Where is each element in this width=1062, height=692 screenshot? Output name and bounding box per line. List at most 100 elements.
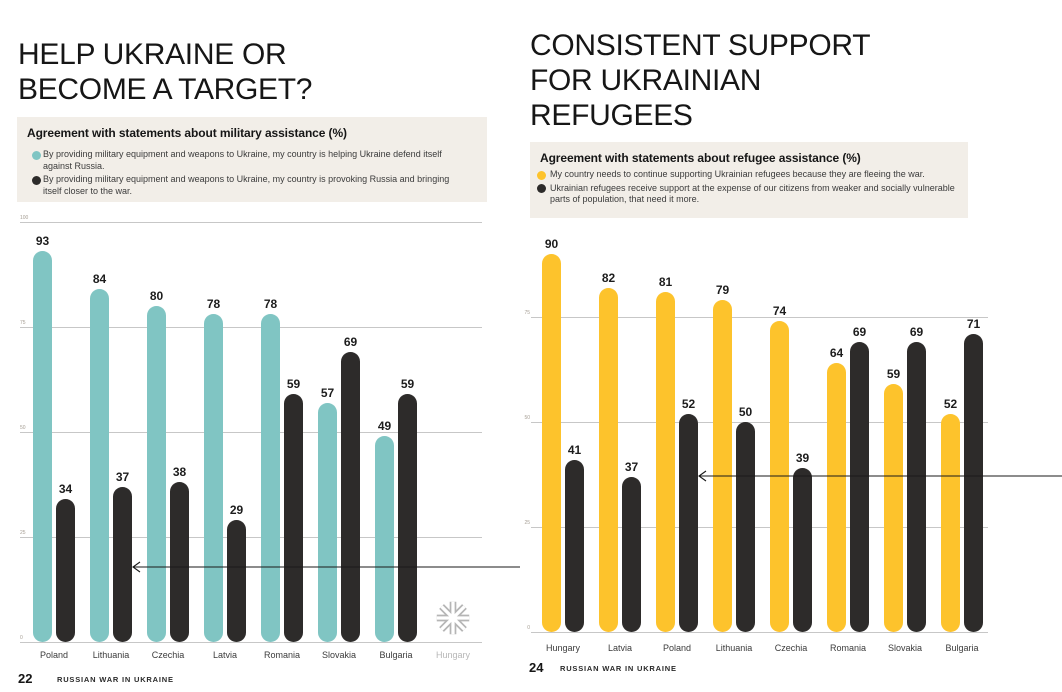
bar xyxy=(850,342,869,632)
bar xyxy=(907,342,926,632)
bar xyxy=(736,422,755,632)
bar-value-label: 59 xyxy=(886,367,901,382)
bar xyxy=(656,291,675,632)
bar xyxy=(827,363,846,632)
category-label: Lithuania xyxy=(92,650,130,660)
category-label: Czechia xyxy=(151,650,185,660)
bar xyxy=(90,289,109,642)
bar xyxy=(261,314,280,642)
category-label: Slovakia xyxy=(887,643,923,653)
bar xyxy=(565,459,584,632)
bar-value-label: 52 xyxy=(943,396,958,411)
page-title-line: CONSISTENT SUPPORT xyxy=(530,29,871,63)
bar xyxy=(542,254,561,632)
y-tick-label: 50 xyxy=(524,415,530,421)
bar-value-label: 49 xyxy=(377,419,392,434)
category-label: Slovakia xyxy=(321,650,357,660)
legend-item-text: parts of population, that need it more. xyxy=(550,194,700,204)
bar-value-label: 38 xyxy=(172,465,187,480)
bar-value-label: 80 xyxy=(149,289,164,303)
y-tick-label: 0 xyxy=(527,625,530,631)
gridline xyxy=(531,632,988,633)
bar-value-label: 78 xyxy=(263,297,278,312)
gridline xyxy=(20,222,482,223)
legend-item: By providing military equipment and weap… xyxy=(17,174,481,197)
bar-value-label: 74 xyxy=(772,304,787,319)
footer-report-title: RUSSIAN WAR IN UKRAINE xyxy=(560,664,677,673)
y-tick-label: 25 xyxy=(20,530,26,536)
bar xyxy=(375,436,394,642)
y-tick-label: 75 xyxy=(524,310,530,316)
gridline xyxy=(20,432,482,433)
bar-value-label: 59 xyxy=(286,377,301,392)
category-label: Poland xyxy=(39,650,69,660)
chart-legend-items: My country needs to continue supporting … xyxy=(530,169,962,208)
bar-value-label: 50 xyxy=(738,405,753,419)
category-label: Latvia xyxy=(212,650,238,660)
bar xyxy=(113,486,132,642)
bar xyxy=(599,287,618,632)
bar-value-label: 57 xyxy=(320,385,335,400)
bar-value-label: 93 xyxy=(35,234,50,249)
y-tick-label: 50 xyxy=(20,425,26,431)
bar-value-label: 37 xyxy=(115,469,130,484)
page-number: 24 xyxy=(529,660,544,675)
page-title: HELP UKRAINE OR BECOME A TARGET? xyxy=(18,37,312,107)
category-label: Czechia xyxy=(774,643,808,653)
bar-value-label: 90 xyxy=(544,237,559,251)
page-title-line: REFUGEES xyxy=(530,99,693,133)
bar-value-label: 41 xyxy=(567,442,582,457)
y-tick-label: 100 xyxy=(20,215,29,221)
bar xyxy=(33,251,52,642)
bar-value-label: 79 xyxy=(715,283,730,298)
chart-legend-items: By providing military equipment and weap… xyxy=(17,149,481,199)
gridline xyxy=(531,317,988,318)
bar xyxy=(679,413,698,632)
y-tick-label: 0 xyxy=(20,635,23,641)
chart-legend-box: Agreement with statements about refugee … xyxy=(530,142,968,218)
category-label: Hungary xyxy=(545,643,581,653)
gridline xyxy=(531,422,988,423)
annotation-arrow-left-icon xyxy=(698,470,1062,482)
legend-bullet-icon xyxy=(32,175,41,185)
legend-item: My country needs to continue supporting … xyxy=(530,169,962,181)
legend-item: Ukrainian refugees receive support at th… xyxy=(530,183,962,206)
gridline xyxy=(20,327,482,328)
gridline xyxy=(20,642,482,643)
bar-value-label: 82 xyxy=(601,270,616,285)
legend-item-text: against Russia. xyxy=(43,160,105,171)
legend-item-text: Ukrainian refugees receive support at th… xyxy=(550,182,955,193)
category-label: Bulgaria xyxy=(379,650,413,660)
bar xyxy=(147,306,166,642)
bar-value-label: 71 xyxy=(966,316,981,331)
page-title: CONSISTENT SUPPORT FOR UKRAINIAN REFUGEE… xyxy=(530,28,871,133)
legend-bullet-icon xyxy=(537,170,546,180)
bar-value-label: 34 xyxy=(58,482,73,497)
report-page-24: CONSISTENT SUPPORT FOR UKRAINIAN REFUGEE… xyxy=(524,0,1062,692)
category-label: Hungary xyxy=(435,650,471,660)
bar-value-label: 39 xyxy=(795,451,810,466)
legend-item-text: My country needs to continue supporting … xyxy=(550,169,925,179)
y-tick-label: 75 xyxy=(20,320,26,326)
legend-item-text: By providing military equipment and weap… xyxy=(43,149,442,159)
bar-value-label: 37 xyxy=(624,459,639,474)
chart-legend-heading: Agreement with statements about refugee … xyxy=(540,151,861,165)
legend-bullet-icon xyxy=(32,150,41,160)
bar xyxy=(713,300,732,632)
bar-value-label: 69 xyxy=(852,325,867,340)
bar xyxy=(941,413,960,632)
annotation-arrow-left-icon xyxy=(132,561,520,573)
bar-value-label: 52 xyxy=(681,396,696,411)
report-page-22: HELP UKRAINE OR BECOME A TARGET? Agreeme… xyxy=(0,0,528,692)
bar xyxy=(284,394,303,642)
page-title-line: FOR UKRAINIAN xyxy=(530,64,762,98)
bar xyxy=(318,402,337,642)
bar-value-label: 69 xyxy=(909,325,924,340)
bar xyxy=(793,468,812,632)
category-label: Lithuania xyxy=(715,643,753,653)
bar xyxy=(56,499,75,642)
bar xyxy=(341,352,360,642)
footer-report-title: RUSSIAN WAR IN UKRAINE xyxy=(57,675,174,684)
chart-legend-box: Agreement with statements about military… xyxy=(17,117,487,202)
